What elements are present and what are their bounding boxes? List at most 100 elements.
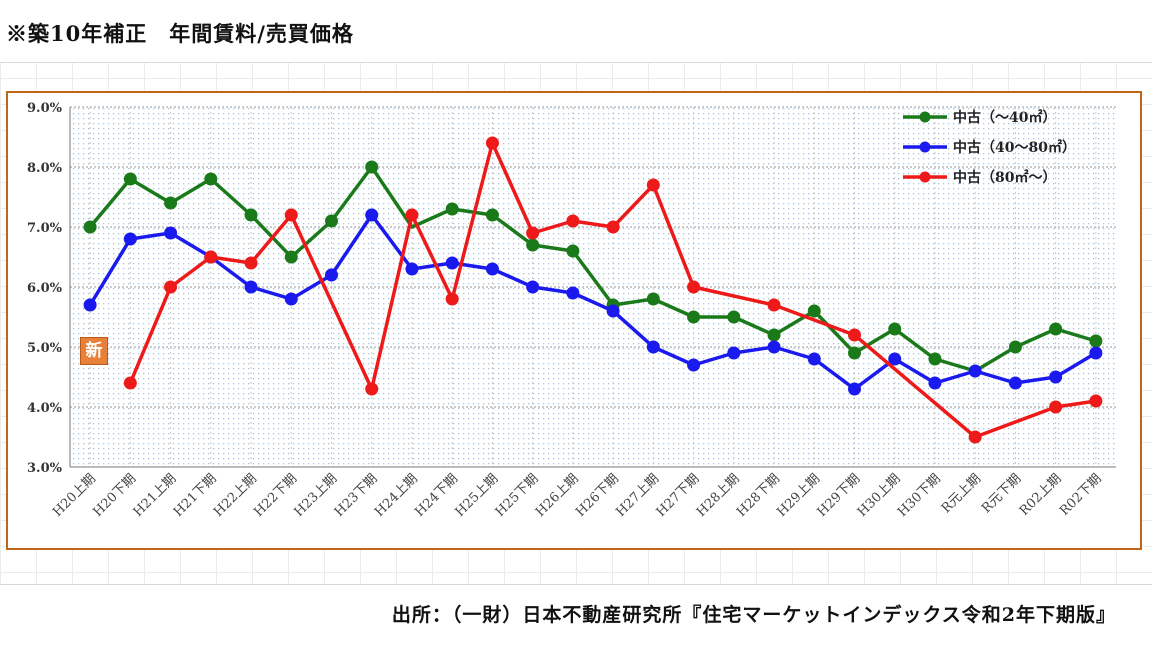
series-1-point — [83, 298, 97, 312]
series-1-point — [485, 262, 499, 276]
series-2-point — [968, 430, 982, 444]
series-1-point — [445, 256, 459, 270]
line-chart: 3.0%4.0%5.0%6.0%7.0%8.0%9.0%H20上期H20下期H2… — [27, 101, 1116, 520]
series-1-point — [646, 340, 660, 354]
y-tick-label: 4.0% — [27, 401, 63, 416]
chart-title: ※築10年補正 年間賃料/売買価格 — [6, 21, 354, 46]
series-0-point — [204, 172, 218, 186]
x-tick-label: H25上期 — [453, 471, 502, 520]
series-0-point — [1049, 322, 1063, 336]
series-2-point — [365, 382, 379, 396]
series-1-point — [928, 376, 942, 390]
series-0-point — [164, 196, 178, 210]
series-0-point — [566, 244, 580, 258]
series-0-point — [646, 292, 660, 306]
x-tick-label: H24上期 — [372, 471, 421, 520]
series-1-point — [1049, 370, 1063, 384]
series-2-point — [1089, 394, 1103, 408]
series-0-point — [928, 352, 942, 366]
x-tick-label: H24下期 — [412, 471, 461, 520]
series-1-point — [123, 232, 137, 246]
x-tick-label: H26上期 — [533, 471, 582, 520]
y-tick-label: 7.0% — [27, 221, 63, 236]
x-tick-label: H20上期 — [50, 471, 99, 520]
series-1-point — [1008, 376, 1022, 390]
series-1-point — [566, 286, 580, 300]
series-0-point — [445, 202, 459, 216]
series-2-point — [445, 292, 459, 306]
legend-marker — [919, 171, 931, 183]
series-line-1 — [88, 213, 1097, 391]
series-2-point — [646, 178, 660, 192]
x-tick-label: H21上期 — [131, 471, 180, 520]
legend-label: 中古（80㎡～） — [953, 169, 1056, 186]
legend-marker — [919, 141, 931, 153]
series-0-point — [848, 346, 861, 360]
series-0-point — [526, 238, 540, 252]
x-tick-label: R元上期 — [939, 471, 984, 516]
legend-label: 中古（～40㎡） — [953, 109, 1056, 126]
series-1-point — [405, 262, 419, 276]
series-1-point — [687, 358, 701, 372]
x-tick-label: H23上期 — [292, 471, 341, 520]
y-tick-label: 5.0% — [27, 341, 63, 356]
series-2-point — [405, 208, 419, 222]
series-1-point — [365, 208, 379, 222]
series-1-point — [1089, 346, 1103, 360]
series-0-point — [767, 328, 781, 342]
chart-frame[interactable]: 3.0% 4.0% 5.0% 6.0% 7.0% 8.0% 9.0% H20上期 H20下期 H2… — [6, 91, 1142, 550]
series-0-point — [485, 208, 499, 222]
x-tick-label: H22上期 — [211, 471, 260, 520]
series-0-point — [123, 172, 137, 186]
legend-label: 中古（40～80㎡） — [953, 139, 1076, 156]
series-0-point — [888, 322, 902, 336]
y-tick-label: 6.0% — [27, 281, 63, 296]
new-badge: 新 — [80, 337, 108, 365]
series-2-point — [164, 280, 178, 294]
series-1-point — [325, 268, 338, 282]
series-1-point — [284, 292, 298, 306]
x-tick-label: H28上期 — [694, 471, 743, 520]
x-tick-label: H23下期 — [332, 471, 381, 520]
series-0-point — [807, 304, 821, 318]
y-tick-label: 9.0% — [27, 101, 63, 116]
series-2-point — [284, 208, 298, 222]
x-tick-label: H29上期 — [774, 471, 823, 520]
series-2-point — [606, 220, 620, 234]
series-1-point — [968, 364, 982, 378]
source-note: 出所：（一財）日本不動産研究所『住宅マーケットインデックス令和2年下期版』 — [391, 604, 1116, 626]
series-2-point — [848, 328, 861, 342]
series-0-point — [244, 208, 258, 222]
x-tick-label: H25下期 — [493, 471, 542, 520]
series-0-point — [727, 310, 741, 324]
x-tick-label: H21下期 — [171, 471, 220, 520]
series-1-point — [244, 280, 258, 294]
series-1-point — [888, 352, 902, 366]
x-tick-label: R02上期 — [1017, 471, 1065, 519]
x-tick-label: H30上期 — [855, 471, 904, 520]
y-tick-label: 3.0% — [27, 461, 63, 476]
series-0-point — [687, 310, 701, 324]
series-2-point — [687, 280, 701, 294]
x-tick-label: H27下期 — [654, 471, 703, 520]
series-0-point — [365, 160, 379, 174]
series-line-0 — [88, 165, 1097, 373]
x-tick-label: H20下期 — [90, 471, 139, 520]
x-tick-label: H30下期 — [895, 471, 944, 520]
series-1-point — [848, 382, 861, 396]
series-2-point — [566, 214, 580, 228]
x-tick-label: H27上期 — [613, 471, 662, 520]
series-1-point — [727, 346, 741, 360]
series-1-point — [606, 304, 620, 318]
series-2-point — [123, 376, 137, 390]
series-2-point — [204, 250, 218, 264]
series-1-point — [164, 226, 178, 240]
series-2-point — [485, 136, 499, 150]
series-2-point — [526, 226, 540, 240]
series-2-point — [244, 256, 258, 270]
series-1-point — [807, 352, 821, 366]
legend-marker — [919, 111, 931, 123]
source-band — [0, 584, 1152, 649]
x-tick-label: R02下期 — [1057, 471, 1105, 519]
x-tick-label: H22下期 — [251, 471, 300, 520]
